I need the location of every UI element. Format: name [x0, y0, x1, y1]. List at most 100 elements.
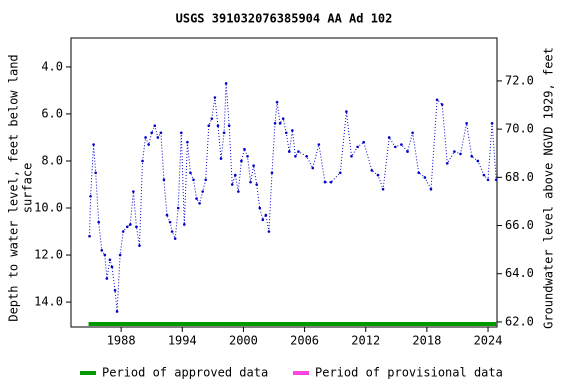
data-point	[97, 220, 101, 224]
data-point	[192, 178, 195, 182]
data-point	[170, 230, 174, 233]
data-point	[278, 122, 282, 125]
data-point	[411, 131, 414, 135]
data-point	[219, 157, 223, 160]
data-point	[237, 190, 240, 193]
data-point	[118, 253, 122, 257]
data-point	[113, 289, 117, 292]
data-point	[189, 171, 192, 175]
data-point	[94, 171, 97, 175]
data-point	[227, 124, 231, 128]
x-tick-label: 2018	[412, 334, 441, 348]
y2-tick-label: 70.0	[505, 122, 534, 136]
data-point	[198, 202, 201, 205]
data-point	[387, 136, 391, 139]
data-point	[350, 154, 353, 158]
data-point	[482, 173, 486, 177]
data-point	[115, 310, 119, 313]
data-point	[240, 159, 243, 163]
data-point	[224, 82, 228, 85]
x-tick-label: 2006	[290, 334, 319, 348]
data-point	[252, 164, 255, 167]
data-point	[470, 154, 474, 158]
data-point	[129, 223, 132, 226]
data-point	[249, 180, 252, 184]
data-point	[216, 124, 220, 128]
data-point	[486, 178, 490, 182]
y2-tick-label: 66.0	[505, 218, 534, 232]
y2-tick-label: 68.0	[505, 170, 534, 184]
y2-tick-label: 64.0	[505, 266, 534, 280]
data-point	[400, 143, 403, 146]
data-point	[356, 145, 359, 149]
data-point	[159, 131, 163, 135]
data-point	[186, 140, 189, 144]
data-point	[417, 171, 421, 175]
series-line	[89, 83, 497, 312]
y-axis-label: Depth to water level, feet below land	[7, 54, 21, 321]
data-point	[183, 223, 186, 226]
y-tick-label: 14.0	[34, 295, 63, 309]
data-point	[165, 213, 169, 217]
data-point	[138, 244, 141, 247]
data-point	[141, 159, 144, 163]
data-point	[92, 143, 95, 146]
data-point	[281, 117, 285, 120]
data-point	[156, 136, 160, 139]
data-point	[176, 206, 180, 210]
data-point	[393, 145, 397, 149]
data-point	[297, 150, 300, 153]
data-point	[429, 187, 433, 191]
data-point	[121, 230, 125, 233]
data-point	[270, 171, 274, 175]
data-point	[105, 277, 109, 280]
y2-tick-label: 72.0	[505, 73, 534, 87]
data-point	[362, 140, 365, 144]
data-point	[147, 143, 150, 146]
y2-axis-label: Groundwater level above NGVD 1929, feet	[542, 47, 556, 329]
data-point	[179, 131, 183, 135]
data-point	[264, 213, 268, 217]
x-tick-label: 2012	[351, 334, 380, 348]
data-point	[406, 150, 409, 153]
data-point	[440, 103, 444, 106]
y-tick-label: 4.0	[41, 59, 63, 73]
data-point	[376, 173, 380, 177]
data-point	[323, 180, 327, 184]
data-point	[370, 169, 374, 172]
data-point	[445, 162, 449, 165]
data-point	[195, 197, 198, 200]
x-tick-label: 1988	[107, 334, 136, 348]
data-point	[287, 150, 291, 153]
data-point	[465, 122, 468, 125]
data-point	[291, 129, 294, 132]
data-point	[100, 249, 104, 252]
y-axis-label: surface	[21, 163, 35, 214]
data-point	[423, 176, 427, 179]
legend-label: Period of provisional data	[315, 366, 503, 380]
data-point	[144, 136, 147, 139]
legend-label: Period of approved data	[102, 366, 268, 380]
data-point	[476, 159, 480, 163]
data-point	[153, 124, 157, 128]
data-point	[329, 180, 333, 184]
data-point	[490, 122, 494, 125]
data-point	[345, 110, 348, 113]
y-tick-label: 10.0	[34, 201, 63, 215]
data-point	[275, 100, 279, 104]
data-point	[317, 143, 321, 146]
data-point	[103, 253, 107, 257]
data-point	[294, 154, 297, 158]
data-point	[135, 225, 138, 229]
x-tick-label: 1994	[168, 334, 197, 348]
data-point	[207, 124, 211, 128]
data-point	[222, 131, 226, 135]
data-point	[381, 187, 385, 191]
plot-frame	[70, 37, 498, 328]
data-point	[204, 178, 208, 182]
data-point	[132, 190, 135, 193]
data-point	[233, 173, 237, 177]
x-tick-label: 2000	[229, 334, 258, 348]
data-point	[168, 220, 172, 224]
